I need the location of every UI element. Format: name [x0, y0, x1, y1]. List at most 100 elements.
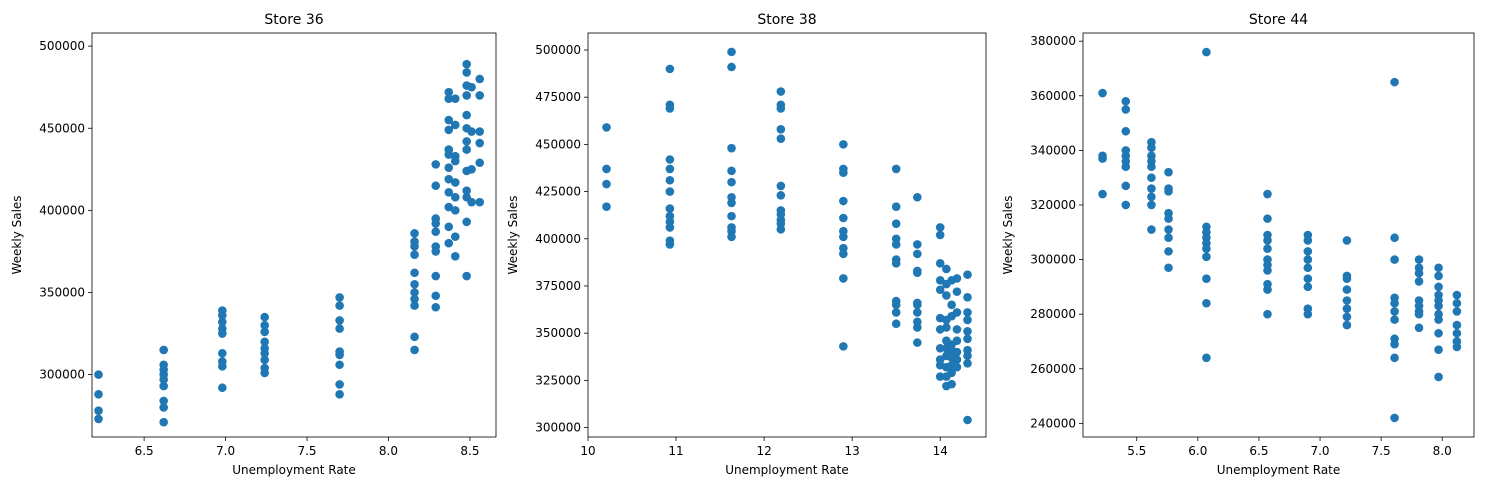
y-tick-label: 260000 — [1030, 362, 1076, 376]
data-point — [410, 242, 419, 251]
data-point — [444, 115, 454, 125]
y-tick-label: 350000 — [39, 285, 85, 299]
data-point — [1342, 320, 1352, 330]
data-point — [475, 138, 485, 148]
data-point — [1202, 274, 1211, 283]
data-point — [913, 338, 922, 347]
data-point — [963, 315, 972, 325]
data-point — [935, 230, 945, 240]
data-point — [1434, 328, 1443, 338]
data-point — [942, 264, 951, 274]
data-point — [1452, 307, 1462, 316]
data-point — [963, 308, 972, 317]
data-point — [1303, 263, 1313, 273]
data-point — [431, 181, 441, 191]
y-tick-label: 320000 — [1030, 198, 1076, 212]
x-tick-label: 12 — [756, 444, 771, 458]
data-point — [727, 198, 736, 208]
data-point — [913, 308, 922, 317]
data-point — [665, 64, 675, 74]
data-point — [935, 343, 945, 353]
data-point — [410, 301, 419, 310]
data-point — [444, 174, 454, 184]
data-point — [776, 87, 786, 96]
data-point — [1164, 167, 1173, 177]
data-point — [1434, 263, 1443, 273]
x-tick-label: 14 — [933, 444, 948, 458]
y-tick-label: 350000 — [535, 326, 581, 340]
data-point — [727, 177, 736, 187]
data-point — [1098, 88, 1107, 98]
data-point — [431, 291, 441, 301]
data-point — [1414, 277, 1424, 286]
data-point — [260, 337, 269, 347]
y-tick-label: 360000 — [1030, 89, 1076, 103]
data-point — [1342, 312, 1352, 322]
data-point — [913, 249, 922, 259]
data-point — [94, 370, 103, 379]
data-point — [963, 351, 972, 361]
data-point — [1147, 173, 1156, 182]
data-point — [891, 219, 901, 228]
y-tick-label: 240000 — [1030, 416, 1076, 430]
data-point — [1414, 309, 1424, 319]
data-point — [891, 164, 901, 174]
x-tick-label: 5.5 — [1127, 444, 1146, 458]
data-point — [935, 372, 945, 381]
data-point — [1390, 339, 1399, 349]
data-point — [462, 217, 471, 227]
data-point — [839, 168, 848, 177]
data-point — [891, 240, 901, 249]
data-point — [444, 150, 454, 159]
data-point — [839, 232, 848, 242]
chart-panel-2: 10 11 12 13 14 300000 325000 350000 375000 400000… — [506, 12, 987, 477]
data-point — [218, 311, 227, 320]
plot-frame — [587, 32, 987, 438]
data-point — [410, 294, 419, 304]
data-point — [1414, 268, 1424, 278]
data-point — [260, 321, 269, 330]
data-point — [1414, 255, 1424, 264]
data-point — [1147, 225, 1156, 234]
data-point — [891, 319, 901, 329]
y-tick-label: 300000 — [39, 368, 85, 382]
data-point — [462, 59, 471, 69]
data-point — [335, 390, 344, 399]
data-point — [410, 229, 419, 238]
data-point — [665, 187, 675, 196]
data-point — [935, 285, 945, 295]
data-point — [1342, 236, 1352, 245]
data-point — [1121, 162, 1131, 172]
data-point — [602, 123, 611, 132]
y-tick-label: 300000 — [1030, 253, 1076, 267]
data-point — [839, 249, 848, 259]
x-axis-label: Unemployment Rate — [1217, 463, 1341, 477]
data-point — [665, 223, 675, 232]
data-point — [839, 274, 848, 283]
data-point — [260, 348, 269, 358]
data-point — [1434, 301, 1443, 311]
data-point — [947, 300, 956, 310]
data-point — [1121, 96, 1131, 106]
x-tick-label: 7.5 — [297, 444, 316, 458]
data-point — [260, 312, 269, 322]
data-point — [913, 323, 922, 332]
data-point — [450, 178, 460, 187]
data-point — [467, 82, 476, 92]
data-point — [1342, 304, 1352, 314]
data-point — [1121, 105, 1131, 114]
data-point — [462, 271, 471, 281]
data-point — [1303, 247, 1313, 256]
data-point — [450, 232, 460, 241]
data-point — [952, 336, 962, 346]
data-point — [1164, 247, 1173, 256]
data-point — [1303, 309, 1313, 319]
data-point — [1342, 285, 1352, 294]
data-point — [963, 334, 972, 344]
data-point — [260, 368, 269, 378]
y-tick-label: 400000 — [535, 232, 581, 246]
data-point — [665, 164, 675, 174]
y-tick-label: 340000 — [1030, 143, 1076, 157]
chart-title: Store 38 — [757, 12, 816, 28]
